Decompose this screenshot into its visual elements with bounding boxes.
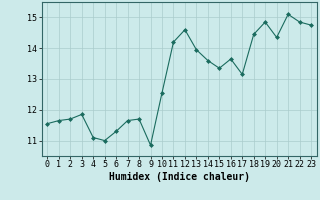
X-axis label: Humidex (Indice chaleur): Humidex (Indice chaleur) <box>109 172 250 182</box>
